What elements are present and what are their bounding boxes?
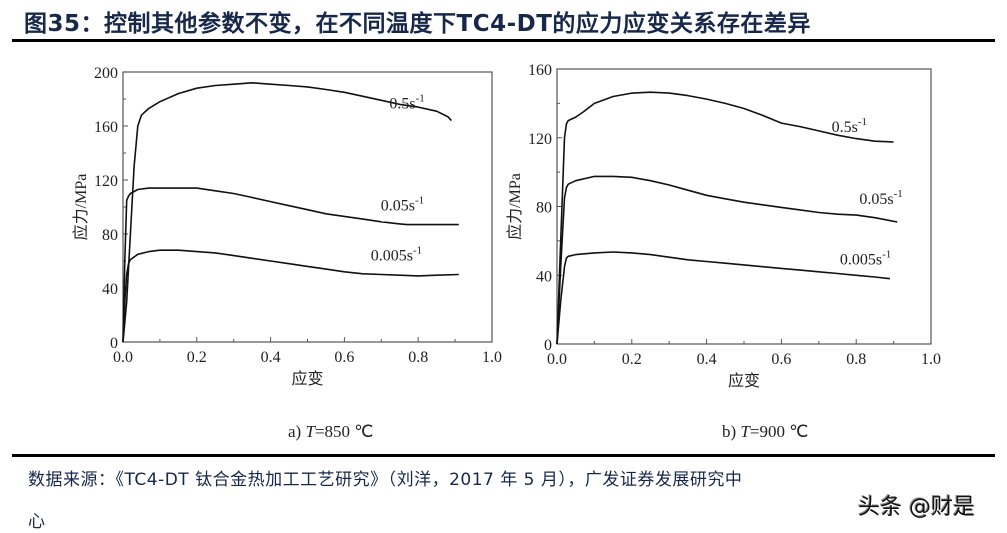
chart-caption: b) T=900 ℃ xyxy=(722,422,808,441)
x-tick-label: 0.0 xyxy=(113,349,133,366)
y-tick-label: 160 xyxy=(528,62,552,79)
series-label: 0.05s-1 xyxy=(859,188,902,208)
chart-850c: 0.0 0.2 0.4 0.6 0.8 1.0 0 40 80 120 160 200 应变 应力/MPa… xyxy=(71,65,502,441)
x-tick-label: 0.4 xyxy=(261,349,281,366)
plot-frame xyxy=(122,71,493,343)
series-label: 0.5s-1 xyxy=(832,116,867,136)
y-axis-label: 应力/MPa xyxy=(71,174,90,241)
chart-900c: 0.0 0.2 0.4 0.6 0.8 1.0 0 40 80 120 160 应变 应力/MPa 0.5… xyxy=(505,62,941,441)
y-tick-label: 160 xyxy=(94,119,118,136)
y-tick-label: 80 xyxy=(102,227,118,244)
curve-0.005s-1 xyxy=(122,249,459,343)
source-note-continued: 心 xyxy=(28,512,45,532)
x-tick-label: 0.4 xyxy=(697,351,717,368)
y-tick-label: 80 xyxy=(536,200,552,217)
chart-caption: a) T=850 ℃ xyxy=(288,422,373,441)
bottom-divider xyxy=(12,454,995,457)
curve-0.005s-1 xyxy=(556,251,890,345)
x-tick-label: 0.0 xyxy=(547,351,567,368)
series-label: 0.5s-1 xyxy=(389,93,424,113)
curve-0.5s-1 xyxy=(122,82,452,343)
curve-0.05s-1 xyxy=(556,175,898,345)
x-tick-label: 0.8 xyxy=(408,349,428,366)
x-tick-label: 0.6 xyxy=(771,351,791,368)
x-tick-label: 0.6 xyxy=(334,349,354,366)
series-label: 0.005s-1 xyxy=(371,245,422,265)
y-tick-label: 0 xyxy=(544,337,552,354)
x-axis-label: 应变 xyxy=(728,371,760,390)
y-tick-label: 120 xyxy=(94,173,118,190)
curve-0.05s-1 xyxy=(122,187,459,343)
x-tick-label: 1.0 xyxy=(921,351,941,368)
watermark: 头条 @财是 xyxy=(858,495,975,520)
y-axis-label: 应力/MPa xyxy=(505,173,524,240)
y-tick-label: 40 xyxy=(536,268,552,285)
curve-0.5s-1 xyxy=(556,91,894,345)
y-tick-label: 40 xyxy=(102,281,118,298)
figure-title: 图35：控制其他参数不变，在不同温度下TC4-DT的应力应变关系存在差异 xyxy=(24,11,811,37)
source-note: 数据来源：《TC4-DT 钛合金热加工工艺研究》（刘洋，2017 年 5 月），… xyxy=(28,470,743,490)
y-tick-label: 200 xyxy=(94,65,118,82)
x-tick-label: 1.0 xyxy=(482,349,502,366)
series-label: 0.005s-1 xyxy=(840,249,891,269)
y-tick-label: 0 xyxy=(110,335,118,352)
series-label: 0.05s-1 xyxy=(381,195,424,215)
top-divider xyxy=(12,39,995,42)
x-axis-label: 应变 xyxy=(291,369,323,388)
x-tick-label: 0.8 xyxy=(846,351,866,368)
y-tick-label: 120 xyxy=(528,131,552,148)
x-tick-label: 0.2 xyxy=(622,351,642,368)
x-tick-label: 0.2 xyxy=(187,349,207,366)
